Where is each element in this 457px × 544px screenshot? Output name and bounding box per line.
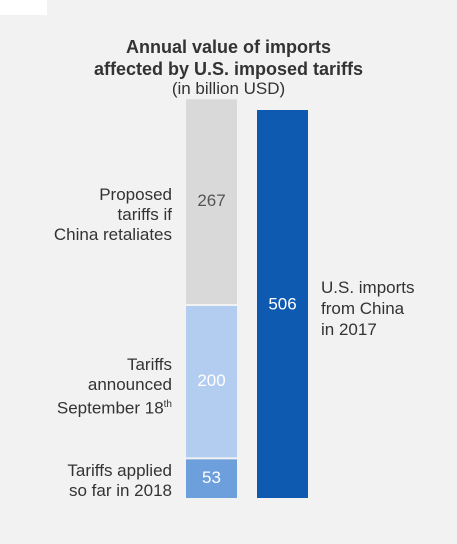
corner-box bbox=[0, 0, 47, 15]
chart-title: Annual value of imports affected by U.S.… bbox=[0, 36, 457, 80]
total-bar-label-line-3: in 2017 bbox=[321, 320, 377, 339]
stack-segment-2 bbox=[186, 306, 237, 458]
total-bar-label: U.S. imports from China in 2017 bbox=[321, 277, 451, 340]
legend-label-announced-line-3: September 18th bbox=[10, 395, 172, 419]
chart-title-line-1: Annual value of imports bbox=[125, 37, 332, 57]
legend-label-proposed-line-3: China retaliates bbox=[53, 225, 172, 244]
stack-segment-1-value: 53 bbox=[202, 468, 221, 487]
stack-segment-2-value: 200 bbox=[197, 371, 225, 390]
stack-segment-3 bbox=[186, 99, 237, 304]
total-bar-value: 506 bbox=[268, 294, 296, 313]
stack-segment-1 bbox=[186, 459, 237, 498]
total-bar bbox=[257, 110, 308, 498]
legend-label-announced-line-2: announced bbox=[87, 375, 172, 394]
legend-label-applied-line-2: so far in 2018 bbox=[68, 481, 172, 500]
legend-label-proposed-line-1: Proposed bbox=[99, 185, 172, 204]
legend-label-announced-date: September 18 bbox=[56, 398, 164, 418]
legend-label-announced-line-1: Tariffs bbox=[126, 355, 172, 374]
legend-label-announced: Tariffs announced September 18th bbox=[10, 355, 172, 419]
chart-title-line-2: affected by U.S. imposed tariffs bbox=[93, 59, 364, 79]
legend-label-proposed-line-2: tariffs if bbox=[117, 205, 172, 224]
stack-segment-3-value: 267 bbox=[197, 191, 225, 210]
chart-subtitle: (in billion USD) bbox=[171, 79, 286, 98]
legend-label-applied-line-1: Tariffs applied bbox=[67, 461, 172, 480]
legend-label-applied: Tariffs applied so far in 2018 bbox=[10, 461, 172, 501]
total-bar-label-line-2: from China bbox=[321, 299, 405, 318]
total-bar-label-line-1: U.S. imports bbox=[321, 278, 415, 297]
legend-label-announced-sup: th bbox=[163, 399, 172, 410]
legend-label-proposed: Proposed tariffs if China retaliates bbox=[20, 185, 172, 245]
